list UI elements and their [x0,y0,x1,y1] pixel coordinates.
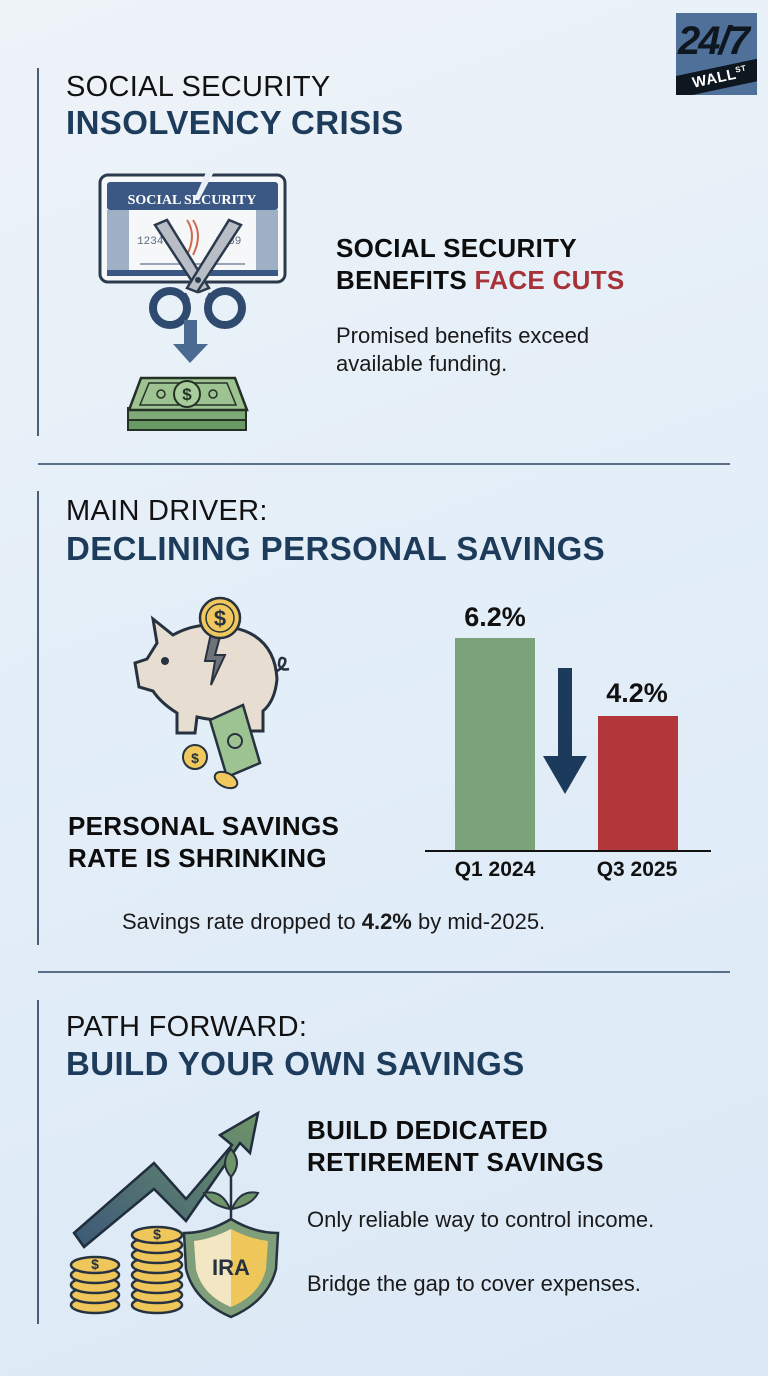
caption-text: Savings rate dropped to [122,909,362,934]
falling-coins-icon: $ [182,744,239,790]
section3-subhead: BUILD DEDICATED RETIREMENT SAVINGS [307,1114,604,1178]
subhead-dark-part: BENEFITS [336,265,475,295]
section1-subhead-line2: BENEFITS FACE CUTS [336,264,625,296]
section1-headline: INSOLVENCY CRISIS [66,104,404,141]
logo-number: 24/7 [678,19,750,63]
section2-subhead: PERSONAL SAVINGS RATE IS SHRINKING [68,810,339,874]
svg-text:$: $ [191,750,199,766]
divider-2 [38,971,730,973]
decline-arrow-icon [543,668,587,794]
arrow-down-icon [173,320,208,363]
svg-text:$: $ [91,1256,99,1272]
section2-left-rule [37,491,39,945]
svg-text:$: $ [153,1226,161,1242]
section3-headline: BUILD YOUR OWN SAVINGS [66,1045,525,1082]
section3-body-2: Bridge the gap to cover expenses. [307,1271,641,1296]
divider-1 [38,463,730,465]
cash-stack-icon: $ [127,376,249,431]
dollar-bill-icon [208,703,262,779]
svg-text:1234: 1234 [137,236,164,248]
brand-logo: 24/7 WALLST [676,13,757,95]
section2-subhead-line1: PERSONAL SAVINGS [68,811,340,841]
savings-rate-chart: 6.2% 4.2% Q1 2024 Q3 2025 [423,600,713,890]
coin-icon: $ [198,596,242,640]
coin-stack-icon: $ $ [69,1225,184,1315]
caption-highlight: 4.2% [361,909,412,934]
bar-value-label: 6.2% [464,602,526,632]
retirement-growth-illustration: $ $ IRA [69,1110,280,1319]
section2-caption: Savings rate dropped to 4.2% by mid-2025… [122,908,545,936]
svg-text:SOCIAL SECURITY: SOCIAL SECURITY [128,193,257,208]
svg-text:IRA: IRA [212,1255,250,1280]
broken-piggy-bank-illustration: $ $ [133,596,290,790]
section1-subhead-line1: SOCIAL SECURITY [336,233,577,263]
section2-headline: DECLINING PERSONAL SAVINGS [66,530,606,567]
section1-body: Promised benefits exceed available fundi… [336,323,590,376]
sprout-icon [202,1147,260,1225]
bar-q1-2024 [455,638,535,850]
section3-left-rule [37,1000,39,1324]
svg-text:$: $ [214,606,226,631]
bar-value-label: 4.2% [606,678,668,708]
caption-text-end: by mid-2025. [411,909,546,934]
growth-arrow-icon [72,1110,260,1249]
card-cut-illustration: SOCIAL SECURITY 1234 6789 $ [98,170,287,431]
section2-kicker: MAIN DRIVER: [66,495,268,527]
section3-subhead-line1: BUILD DEDICATED [307,1115,548,1145]
social-security-card-icon: SOCIAL SECURITY 1234 6789 [98,170,287,284]
subhead-red-part: FACE CUTS [474,265,625,295]
x-axis [425,850,711,852]
scissors-icon [149,218,246,329]
logo-superscript: ST [734,63,748,75]
section1-kicker: SOCIAL SECURITY [66,71,331,103]
section3-kicker: PATH FORWARD: [66,1011,308,1043]
section1-left-rule [37,68,39,436]
section1-subhead: SOCIAL SECURITY BENEFITS FACE CUTS [336,232,625,296]
svg-text:$: $ [182,385,192,404]
bar-q3-2025 [598,716,678,850]
category-label: Q1 2024 [454,858,536,881]
category-label: Q3 2025 [596,858,678,881]
section2-subhead-line2: RATE IS SHRINKING [68,843,327,873]
section3-subhead-line2: RETIREMENT SAVINGS [307,1147,604,1177]
section3-body-1: Only reliable way to control income. [307,1207,655,1232]
ira-shield-icon: IRA [182,1217,280,1319]
